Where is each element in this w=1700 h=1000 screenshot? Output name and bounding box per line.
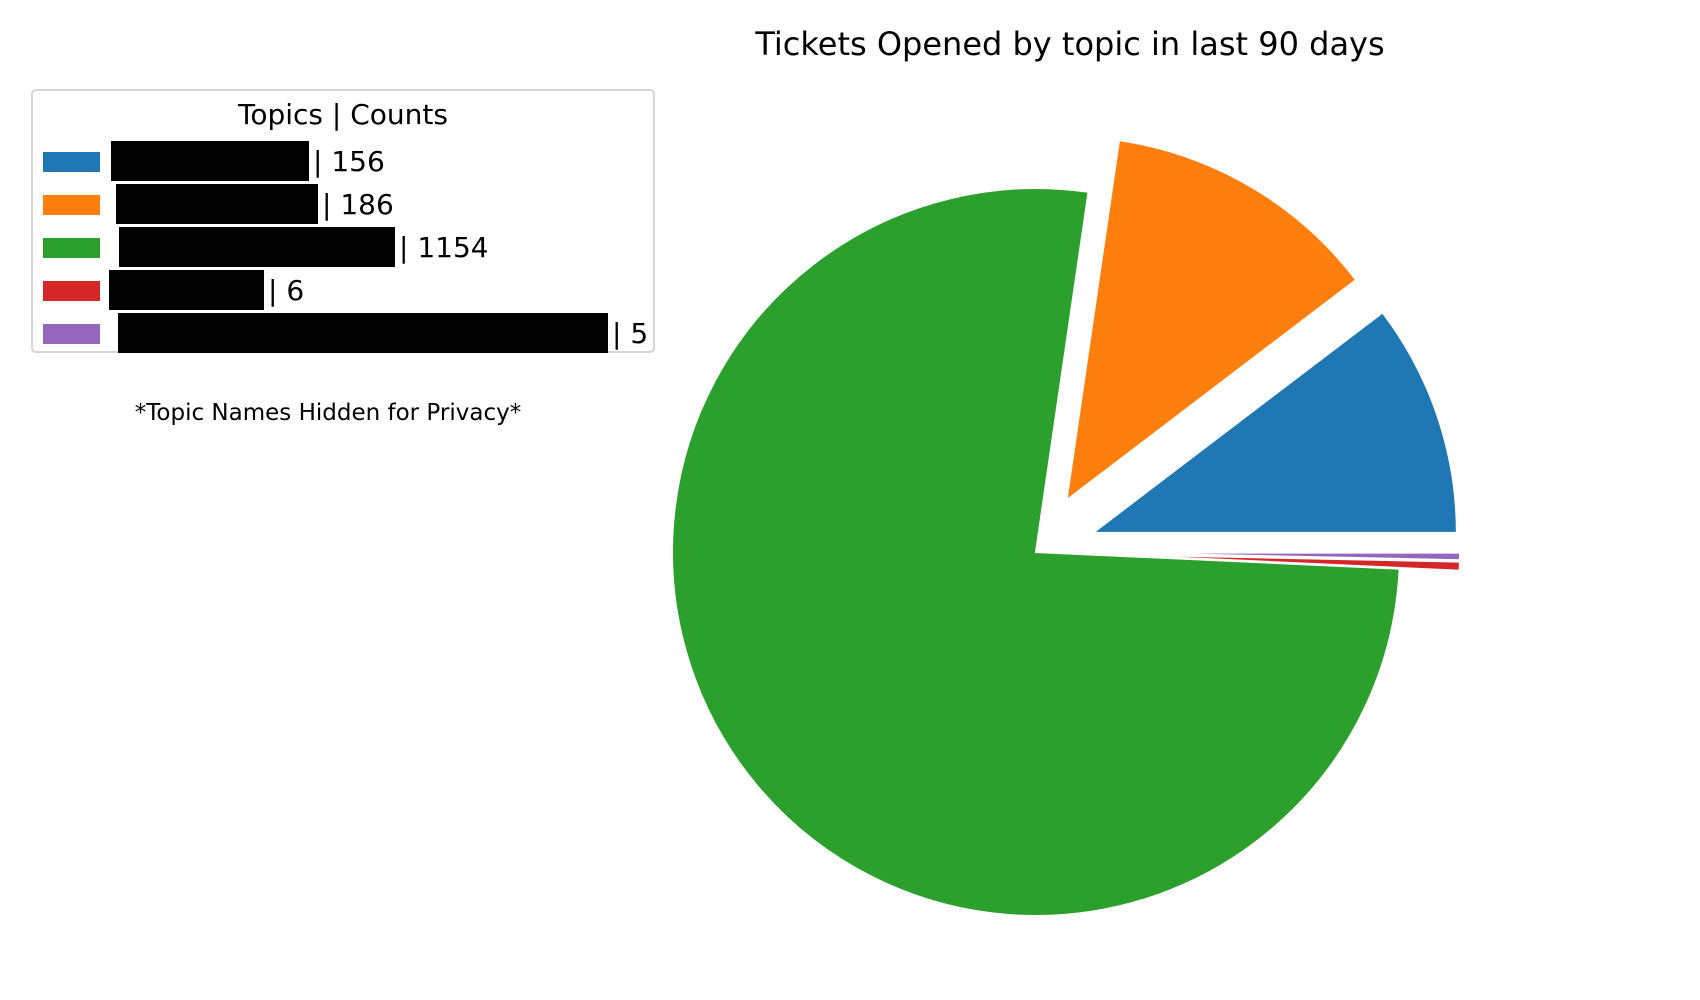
legend-swatch [43,195,100,215]
legend-swatch [43,238,100,258]
redacted-topic-name [119,227,395,267]
legend: Topics | Counts | 156 | 186 | 1154 | 6 | 5 [31,89,655,353]
redacted-topic-name [111,141,309,181]
legend-count: | 5 [612,317,649,350]
legend-swatch [43,281,100,301]
legend-entry: | 6 [33,270,653,312]
legend-entry: | 5 [33,313,653,355]
privacy-note: *Topic Names Hidden for Privacy* [134,400,522,426]
redacted-topic-name [116,184,318,224]
chart-title: Tickets Opened by topic in last 90 days [755,25,1385,63]
redacted-topic-name [118,313,608,353]
pie-slice [1095,551,1462,562]
legend-swatch [43,152,100,172]
legend-count: | 156 [313,145,385,178]
pie-slice [1065,138,1358,503]
pie-slice [1089,311,1458,534]
legend-count: | 186 [322,188,394,221]
legend-count: | 6 [268,274,305,307]
pie-slice [671,187,1401,917]
legend-title: Topics | Counts [238,98,448,131]
redacted-topic-name [109,270,264,310]
legend-entry: | 156 [33,141,653,183]
legend-entry: | 1154 [33,227,653,269]
legend-entry: | 186 [33,184,653,226]
legend-swatch [43,324,100,344]
legend-count: | 1154 [399,231,489,264]
pie-slice [1095,553,1461,572]
